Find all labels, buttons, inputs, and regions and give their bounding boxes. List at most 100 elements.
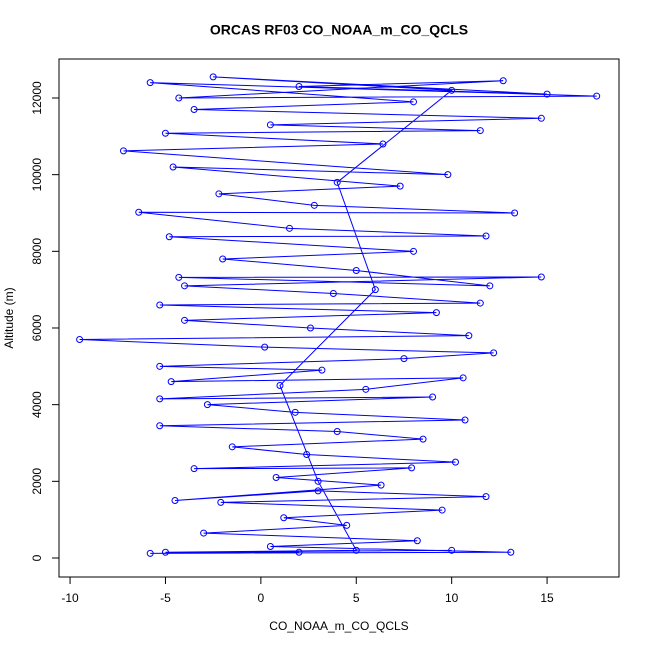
data-point	[377, 481, 385, 489]
data-point	[400, 355, 408, 363]
data-point	[146, 549, 154, 557]
data-point	[482, 493, 490, 501]
x-tick-label: -10	[61, 591, 79, 605]
data-point	[459, 374, 467, 382]
data-point	[217, 498, 225, 506]
data-point	[318, 366, 326, 374]
y-tick-label: 0	[30, 554, 44, 561]
data-point	[228, 443, 236, 451]
data-point	[161, 548, 169, 556]
data-point	[156, 422, 164, 430]
data-point	[306, 324, 314, 332]
data-point	[167, 378, 175, 386]
data-point	[371, 286, 379, 294]
y-tick-label: 8000	[30, 238, 44, 265]
y-tick-label: 10000	[30, 158, 44, 192]
chart-title: ORCAS RF03 CO_NOAA_m_CO_QCLS	[210, 22, 468, 38]
x-tick-label: 0	[258, 591, 265, 605]
data-point	[215, 190, 223, 198]
data-point	[329, 289, 337, 297]
data-point	[362, 385, 370, 393]
data-point	[175, 94, 183, 102]
data-point	[161, 129, 169, 137]
data-point	[507, 548, 515, 556]
data-point	[482, 232, 490, 240]
data-point	[444, 171, 452, 179]
data-point	[266, 121, 274, 129]
data-point	[486, 282, 494, 290]
data-point	[181, 316, 189, 324]
data-point	[432, 309, 440, 317]
data-point	[295, 82, 303, 90]
x-tick-label: 15	[540, 591, 554, 605]
data-point	[156, 301, 164, 309]
y-tick-label: 4000	[30, 391, 44, 418]
data-point	[190, 465, 198, 473]
data-point	[156, 395, 164, 403]
data-point	[537, 114, 545, 122]
y-tick-label: 6000	[30, 314, 44, 341]
data-point	[171, 496, 179, 504]
data-point	[200, 529, 208, 537]
data-point	[272, 473, 280, 481]
x-tick-label: 5	[353, 591, 360, 605]
data-point	[310, 201, 318, 209]
data-point	[175, 273, 183, 281]
data-point	[490, 349, 498, 357]
data-point	[276, 381, 284, 389]
data-point	[303, 450, 311, 458]
y-tick-label: 12000	[30, 81, 44, 115]
data-point	[181, 282, 189, 290]
data-point	[352, 266, 360, 274]
data-point	[379, 140, 387, 148]
data-point	[438, 506, 446, 514]
data-point	[146, 79, 154, 87]
data-point	[295, 548, 303, 556]
data-point	[266, 542, 274, 550]
data-point	[285, 224, 293, 232]
data-point	[461, 416, 469, 424]
data-point	[410, 98, 418, 106]
data-point	[537, 273, 545, 281]
data-point	[396, 182, 404, 190]
data-point	[169, 163, 177, 171]
data-point	[419, 435, 427, 443]
y-tick-label: 2000	[30, 468, 44, 495]
series-line	[79, 76, 597, 554]
data-point	[451, 458, 459, 466]
data-point	[203, 401, 211, 409]
data-point	[448, 546, 456, 554]
data-point	[408, 464, 416, 472]
data-point	[511, 209, 519, 217]
data-point	[333, 178, 341, 186]
data-point	[219, 255, 227, 263]
data-point	[476, 299, 484, 307]
data-point	[429, 393, 437, 401]
data-point	[261, 343, 269, 351]
x-axis-label: CO_NOAA_m_CO_QCLS	[269, 619, 408, 633]
data-point	[593, 92, 601, 100]
data-point	[476, 127, 484, 135]
data-point	[333, 427, 341, 435]
data-point	[314, 477, 322, 485]
data-point	[190, 105, 198, 113]
y-axis-label: Altitude (m)	[2, 287, 16, 348]
data-point	[543, 90, 551, 98]
data-point	[119, 147, 127, 155]
data-point	[280, 514, 288, 522]
data-point	[499, 77, 507, 85]
data-point	[76, 335, 84, 343]
data-point	[465, 332, 473, 340]
x-tick-label: -5	[160, 591, 171, 605]
data-point	[314, 487, 322, 495]
data-point	[343, 521, 351, 529]
data-point	[209, 73, 217, 81]
data-point	[413, 537, 421, 545]
data-point	[448, 86, 456, 94]
data-point	[352, 546, 360, 554]
data-point	[135, 208, 143, 216]
data-point	[410, 247, 418, 255]
data-point	[156, 362, 164, 370]
